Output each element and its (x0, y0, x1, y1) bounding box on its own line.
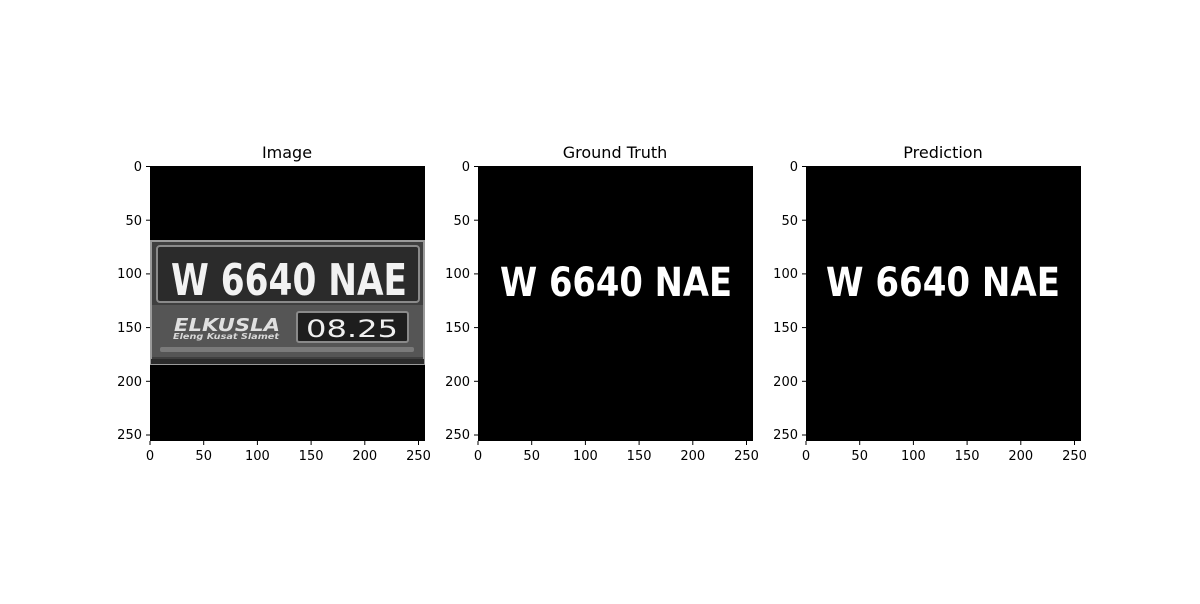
panel-title: Image (262, 143, 312, 162)
x-axis: 0 50 100 150 200 250 (802, 441, 1087, 464)
y-tick-label: 250 (773, 428, 798, 443)
x-tick-label: 250 (1062, 449, 1087, 464)
y-tick-label: 0 (134, 160, 142, 175)
mask-characters: W 6640 NAE (826, 260, 1060, 306)
y-tick-label: 100 (117, 267, 142, 282)
plate-brand: ELKUSLA (174, 315, 280, 336)
y-tick-label: 150 (773, 321, 798, 336)
y-tick-label: 250 (117, 428, 142, 443)
y-tick-label: 0 (790, 160, 798, 175)
y-tick-label: 50 (781, 214, 798, 229)
x-tick-label: 50 (523, 449, 540, 464)
panel-title: Ground Truth (563, 143, 668, 162)
panel-ground-truth: Ground Truth W 6640 NAE 0 50 100 150 200… (445, 143, 759, 464)
x-tick-label: 0 (802, 449, 810, 464)
plate-expiry: 08.25 (306, 315, 398, 343)
x-axis: 0 50 100 150 200 250 (474, 441, 759, 464)
y-tick-label: 50 (453, 214, 470, 229)
y-tick-label: 150 (445, 321, 470, 336)
y-tick-label: 50 (125, 214, 142, 229)
x-tick-label: 200 (1008, 449, 1033, 464)
y-tick-label: 150 (117, 321, 142, 336)
x-tick-label: 50 (195, 449, 212, 464)
y-tick-label: 200 (773, 375, 798, 390)
plate-number: W 6640 NAE (171, 255, 407, 306)
x-tick-label: 0 (474, 449, 482, 464)
x-tick-label: 200 (680, 449, 705, 464)
x-tick-label: 150 (955, 449, 980, 464)
x-tick-label: 50 (851, 449, 868, 464)
panel-image: Image W 6640 NAE ELKUSLA Eleng Kusat Sla… (117, 143, 431, 464)
y-tick-label: 0 (462, 160, 470, 175)
mask-canvas (478, 166, 753, 441)
x-tick-label: 100 (573, 449, 598, 464)
x-tick-label: 150 (299, 449, 324, 464)
y-tick-label: 100 (445, 267, 470, 282)
x-tick-label: 0 (146, 449, 154, 464)
y-axis: 0 50 100 150 200 250 (773, 160, 806, 443)
x-tick-label: 100 (901, 449, 926, 464)
y-axis: 0 50 100 150 200 250 (117, 160, 150, 443)
panel-prediction: Prediction W 6640 NAE 0 50 100 150 200 2… (773, 143, 1087, 464)
x-tick-label: 150 (627, 449, 652, 464)
y-tick-label: 250 (445, 428, 470, 443)
y-tick-label: 200 (445, 375, 470, 390)
y-tick-label: 100 (773, 267, 798, 282)
panel-title: Prediction (903, 143, 982, 162)
plate-tagline: Eleng Kusat Slamet (173, 332, 280, 341)
x-tick-label: 250 (406, 449, 431, 464)
mask-characters: W 6640 NAE (500, 260, 732, 306)
x-tick-label: 250 (734, 449, 759, 464)
y-tick-label: 200 (117, 375, 142, 390)
x-tick-label: 200 (352, 449, 377, 464)
license-plate: W 6640 NAE ELKUSLA Eleng Kusat Slamet 08… (150, 240, 425, 365)
mask-canvas (806, 166, 1081, 441)
x-axis: 0 50 100 150 200 250 (146, 441, 431, 464)
y-axis: 0 50 100 150 200 250 (445, 160, 478, 443)
x-tick-label: 100 (245, 449, 270, 464)
